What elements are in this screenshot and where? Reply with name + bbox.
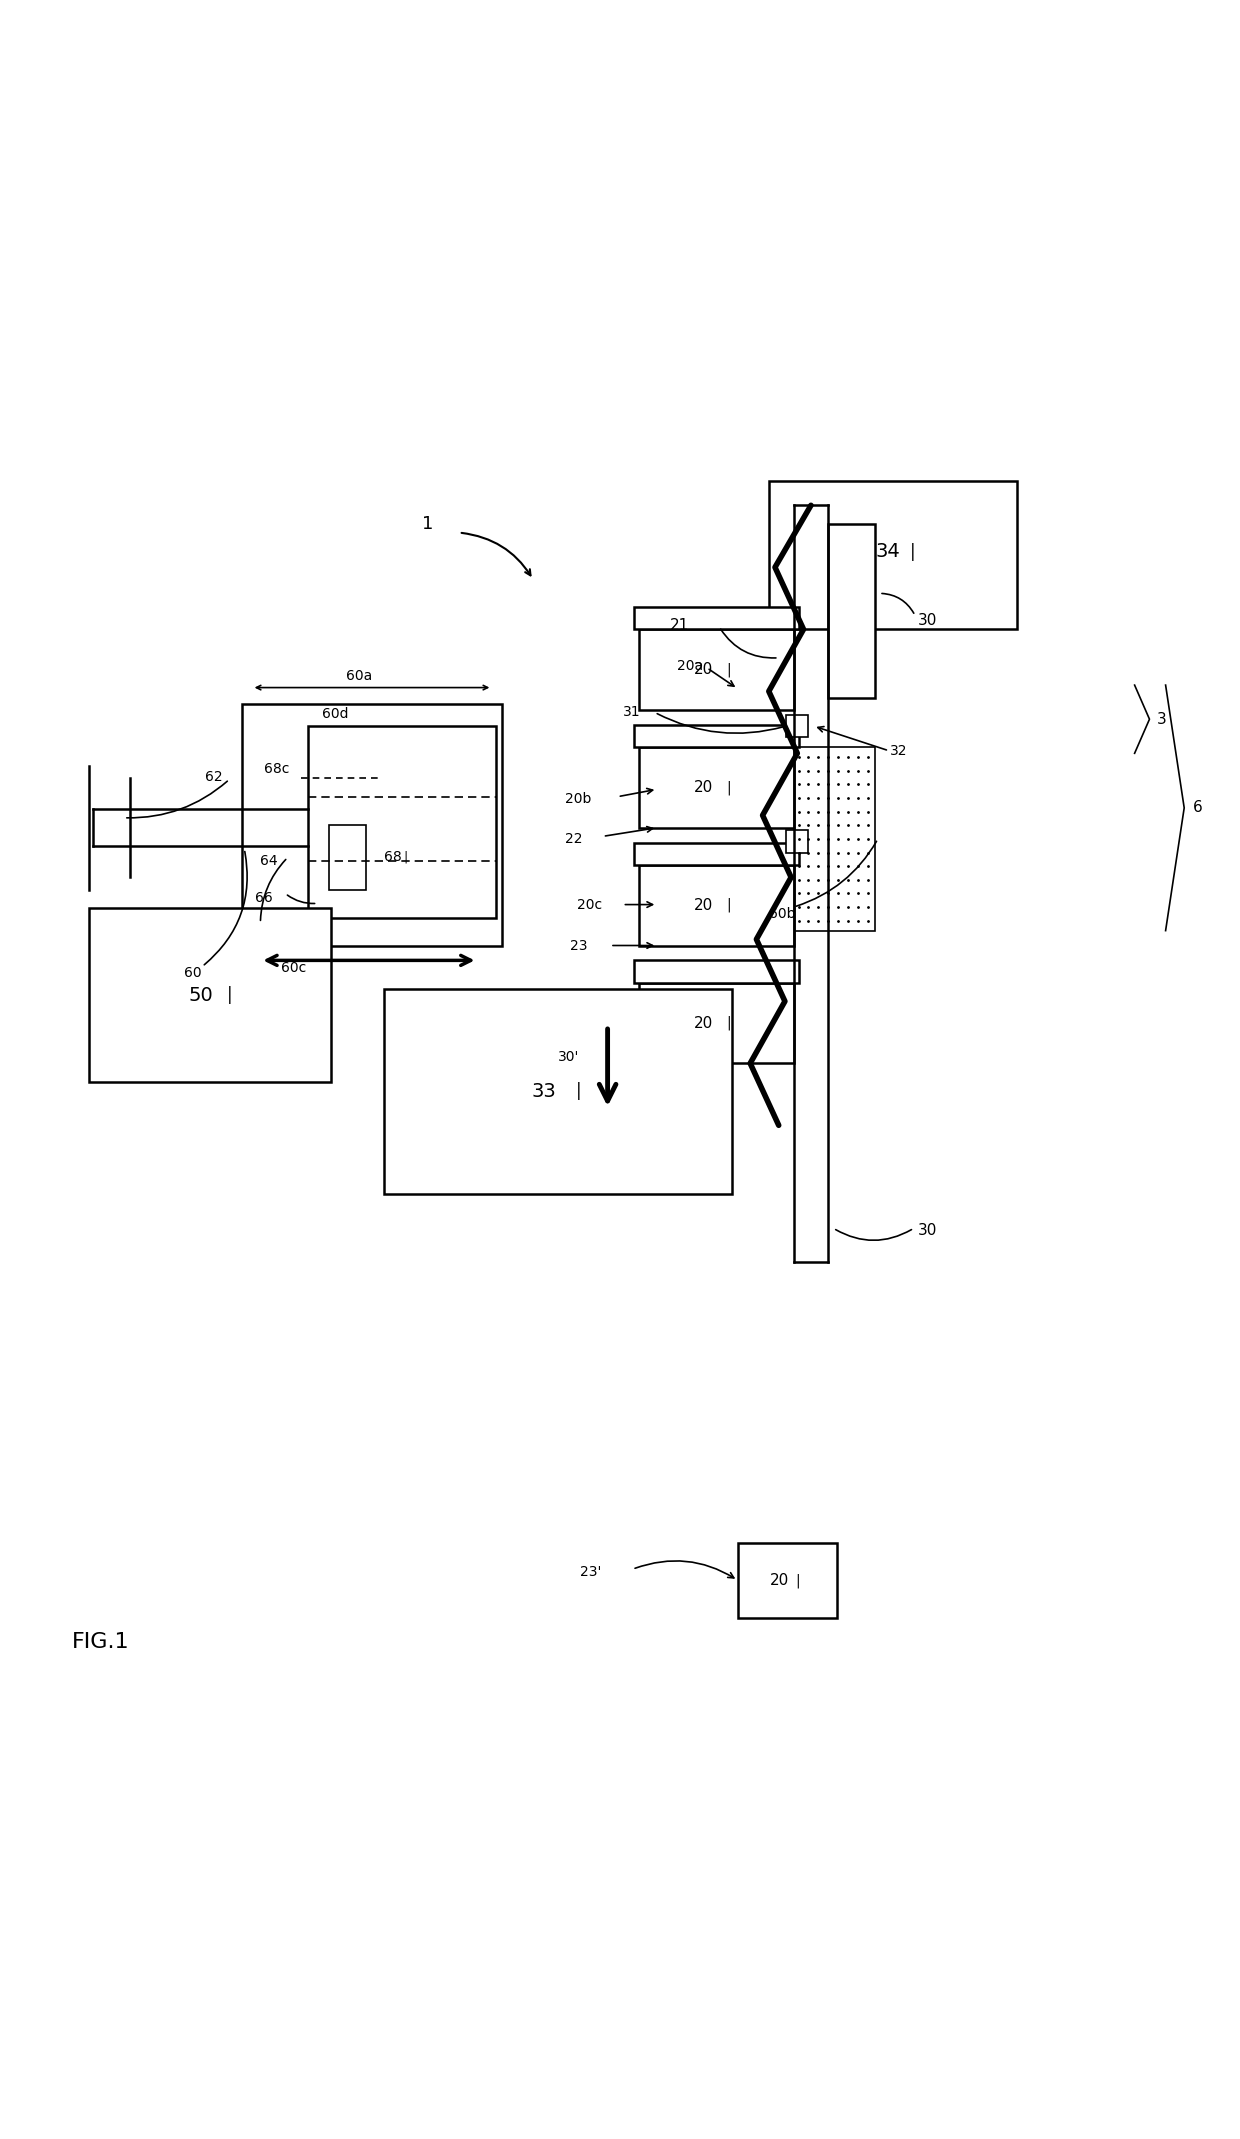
Bar bbox=[786, 830, 808, 853]
Text: 32: 32 bbox=[890, 744, 908, 757]
Text: |: | bbox=[403, 851, 407, 864]
Bar bbox=[242, 704, 502, 945]
Bar bbox=[794, 747, 875, 930]
Text: 30: 30 bbox=[918, 614, 937, 629]
Text: 60: 60 bbox=[184, 967, 201, 980]
Text: |: | bbox=[727, 663, 730, 676]
Text: 20: 20 bbox=[694, 663, 713, 678]
Text: 23': 23' bbox=[580, 1566, 601, 1579]
Bar bbox=[828, 524, 875, 697]
Bar bbox=[639, 864, 794, 945]
Text: 23: 23 bbox=[570, 939, 588, 952]
Text: 64: 64 bbox=[260, 853, 278, 868]
Text: 20c: 20c bbox=[577, 898, 601, 911]
Bar bbox=[769, 481, 1017, 629]
Bar bbox=[738, 1542, 837, 1617]
Text: 20: 20 bbox=[694, 898, 713, 913]
Bar bbox=[639, 629, 794, 710]
Text: 68: 68 bbox=[384, 851, 402, 864]
Bar bbox=[89, 909, 331, 1082]
Bar bbox=[329, 826, 366, 890]
Text: 20a: 20a bbox=[677, 659, 703, 674]
Text: 30: 30 bbox=[918, 1224, 937, 1238]
Bar bbox=[308, 725, 496, 918]
Text: 30': 30' bbox=[558, 1050, 579, 1063]
Text: 66: 66 bbox=[255, 892, 273, 905]
Text: 20: 20 bbox=[770, 1572, 789, 1587]
Text: 62: 62 bbox=[205, 770, 222, 783]
Text: 33: 33 bbox=[532, 1082, 557, 1102]
Text: 34: 34 bbox=[875, 543, 900, 560]
Text: |: | bbox=[910, 543, 915, 560]
Bar bbox=[384, 988, 732, 1194]
Text: 22: 22 bbox=[565, 832, 583, 845]
Text: |: | bbox=[577, 1082, 582, 1099]
Text: 1: 1 bbox=[422, 515, 433, 533]
Bar bbox=[639, 982, 794, 1063]
Bar bbox=[786, 714, 808, 738]
Text: |: | bbox=[727, 1016, 730, 1031]
Bar bbox=[634, 960, 799, 982]
Text: |: | bbox=[795, 1572, 800, 1587]
Text: 60d: 60d bbox=[322, 706, 348, 721]
Bar bbox=[634, 843, 799, 864]
Text: 20b: 20b bbox=[565, 791, 591, 806]
Text: 21: 21 bbox=[670, 618, 689, 633]
Text: |: | bbox=[727, 781, 730, 796]
Text: 31: 31 bbox=[622, 706, 640, 719]
Text: 20: 20 bbox=[694, 781, 713, 796]
Text: |: | bbox=[227, 986, 232, 1003]
Bar bbox=[634, 607, 799, 629]
Text: 60a: 60a bbox=[346, 670, 372, 684]
Bar bbox=[639, 747, 794, 828]
Text: FIG.1: FIG.1 bbox=[72, 1632, 129, 1653]
Text: 60c: 60c bbox=[280, 960, 306, 975]
Text: 50: 50 bbox=[188, 986, 213, 1005]
Text: 6: 6 bbox=[1193, 800, 1203, 815]
Text: 20: 20 bbox=[694, 1016, 713, 1031]
Text: 60b: 60b bbox=[769, 907, 795, 922]
Text: |: | bbox=[727, 898, 730, 913]
Bar bbox=[634, 725, 799, 747]
Text: 3: 3 bbox=[1157, 712, 1167, 727]
Text: 68c: 68c bbox=[264, 761, 289, 776]
